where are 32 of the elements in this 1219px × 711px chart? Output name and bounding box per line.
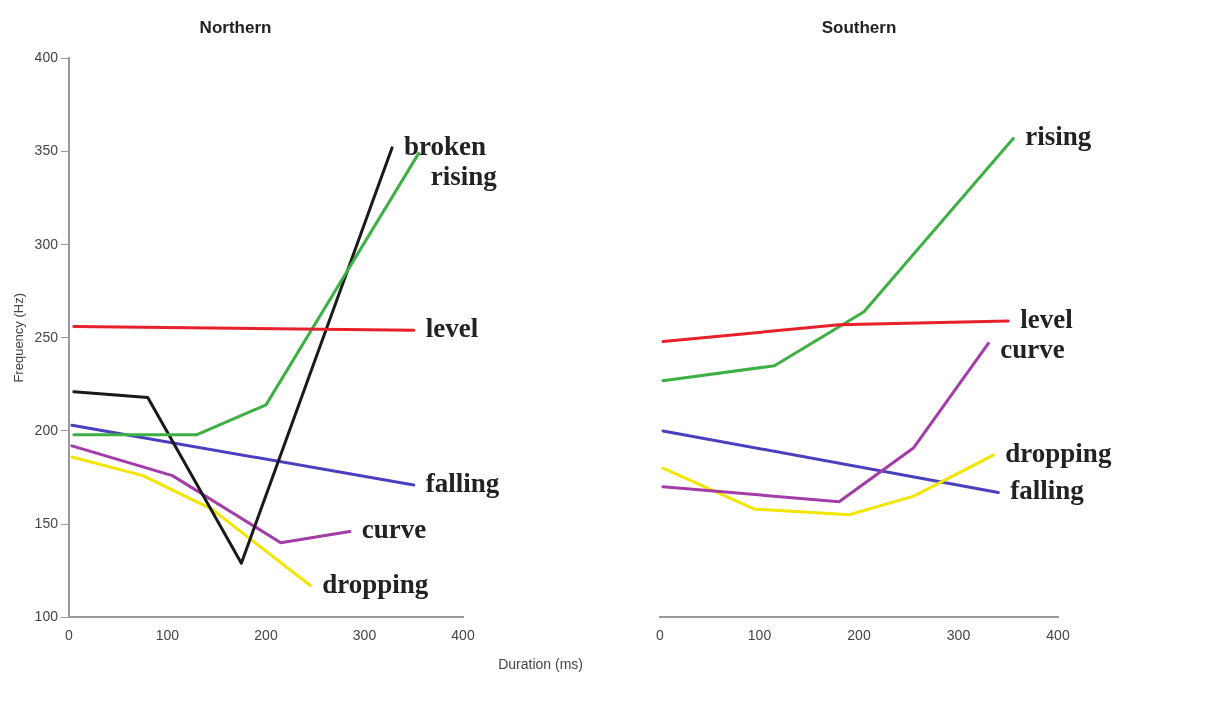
series-label: dropping [1005,438,1112,469]
x-tick-label: 300 [352,627,377,644]
x-tick-label: 300 [946,627,971,644]
series-label: falling [425,467,500,498]
series-label: level [425,313,479,344]
y-tick-label: 200 [34,421,59,438]
x-tick-label: 0 [656,627,665,644]
series-label: rising [1025,121,1092,152]
x-tick-label: 400 [451,627,475,644]
y-tick-label: 250 [34,328,59,345]
x-tick-label: 100 [747,627,772,644]
series-label: curve [361,514,427,545]
series-label: falling [1010,475,1085,506]
series-label: dropping [322,568,429,599]
chart-title: Northern [199,17,272,37]
x-tick-label: 200 [254,627,278,644]
x-tick-label: 400 [1046,627,1070,644]
y-tick-label: 350 [34,142,59,159]
series-label: broken [404,130,487,161]
chart-title: Southern [821,17,897,37]
y-tick-label: 150 [34,514,59,531]
series-label: curve [1000,334,1065,364]
x-tick-label: 200 [847,627,871,644]
series-label: rising [430,160,498,191]
x-tick-label: 0 [65,627,74,644]
series-label: level [1020,304,1074,334]
x-tick-label: 100 [155,627,180,644]
y-tick-label: 400 [34,49,59,66]
x-axis-title: Duration (ms) [497,656,584,672]
y-tick-label: 300 [34,235,59,252]
y-axis-title: Frequency (Hz) [11,293,27,383]
y-tick-label: 100 [34,608,59,625]
